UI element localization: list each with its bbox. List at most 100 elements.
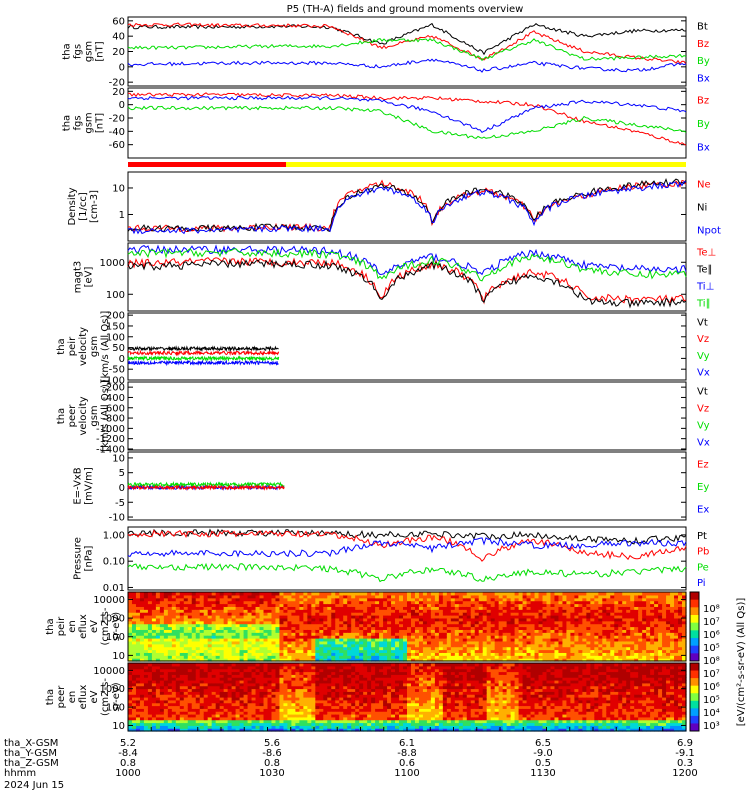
- spectrogram-cell: [179, 609, 185, 613]
- spectrogram-cell: [187, 691, 193, 695]
- spectrogram-cell: [179, 680, 185, 684]
- spectrogram-cell: [331, 665, 336, 670]
- spectrogram-cell: [271, 685, 277, 690]
- spectrogram-cell: [128, 632, 133, 636]
- spectrogram-cell: [231, 629, 237, 633]
- spectrogram-cell: [566, 652, 572, 656]
- spectrogram-cell: [151, 617, 157, 622]
- spectrogram-cell: [383, 623, 388, 628]
- spectrogram-cell: [235, 702, 241, 707]
- spectrogram-cell: [375, 643, 380, 648]
- spectrogram-cell: [203, 705, 209, 709]
- spectrogram-cell: [367, 606, 372, 610]
- spectrogram-cell: [470, 626, 476, 630]
- spectrogram-cell: [307, 643, 312, 648]
- spectrogram-cell: [594, 658, 599, 662]
- spectrogram-cell: [570, 629, 575, 633]
- spectrogram-cell: [434, 652, 440, 656]
- spectrogram-cell: [163, 714, 169, 718]
- spectrogram-cell: [287, 629, 293, 633]
- spectrogram-cell: [434, 609, 440, 613]
- y-tick-label: -200: [102, 383, 125, 394]
- spectrogram-cell: [666, 635, 671, 639]
- spectrogram-cell: [223, 682, 229, 687]
- spectrogram-cell: [494, 638, 500, 642]
- spectrogram-cell: [430, 620, 436, 625]
- spectrogram-cell: [179, 699, 185, 704]
- spectrogram-cell: [319, 635, 324, 639]
- spectrogram-cell: [319, 702, 324, 707]
- spectrogram-cell: [231, 725, 237, 729]
- spectrogram-cell: [215, 603, 221, 607]
- spectrogram-cell: [335, 623, 340, 628]
- spectrogram-cell: [438, 629, 444, 633]
- spectrogram-cell: [131, 674, 137, 678]
- spectrogram-cell: [255, 658, 261, 662]
- spectrogram-cell: [590, 612, 595, 616]
- spectrogram-cell: [546, 597, 552, 602]
- spectrogram-cell: [546, 594, 552, 599]
- spectrogram-cell: [534, 629, 540, 633]
- spectrogram-cell: [351, 728, 356, 732]
- spectrogram-cell: [602, 597, 607, 602]
- spectrogram-cell: [255, 620, 261, 625]
- spectrogram-cell: [494, 629, 500, 633]
- spectrogram-cell: [438, 652, 444, 656]
- spectrogram-cell: [139, 688, 145, 692]
- spectrogram-cell: [219, 671, 225, 675]
- spectrogram-cell: [135, 702, 141, 707]
- spectrogram-cell: [466, 655, 472, 659]
- spectrogram-cell: [128, 606, 133, 610]
- spectrogram-cell: [347, 606, 352, 610]
- spectrogram-cell: [195, 612, 201, 616]
- spectrogram-cell: [255, 663, 261, 667]
- spectrogram-cell: [323, 719, 328, 724]
- spectrogram-cell: [327, 655, 332, 659]
- spectrogram-cell: [227, 665, 233, 670]
- spectrogram-cell: [570, 623, 575, 628]
- spectrogram-cell: [263, 646, 269, 651]
- spectrogram-cell: [195, 617, 201, 622]
- spectrogram-cell: [283, 694, 289, 698]
- spectrogram-cell: [514, 658, 520, 662]
- spectrogram-cell: [323, 716, 328, 721]
- y-axis-label: [km/s (All Qs)]: [100, 311, 111, 383]
- spectrogram-cell: [351, 612, 356, 616]
- spectrogram-cell: [534, 646, 540, 651]
- spectrogram-cell: [674, 594, 679, 599]
- spectrogram-cell: [327, 691, 332, 695]
- series-line-Bx: [127, 58, 687, 73]
- spectrogram-cell: [550, 626, 556, 630]
- spectrogram-cell: [263, 680, 269, 684]
- spectrogram-cell: [239, 665, 245, 670]
- spectrogram-cell: [363, 652, 368, 656]
- spectrogram-cell: [682, 612, 687, 616]
- spectrogram-cell: [199, 600, 205, 605]
- spectrogram-cell: [263, 682, 269, 687]
- spectrogram-cell: [379, 597, 384, 602]
- spectrogram-cell: [167, 635, 173, 639]
- spectrogram-cell: [187, 699, 193, 704]
- spectrogram-cell: [211, 699, 217, 704]
- spectrogram-cell: [506, 617, 512, 622]
- spectrogram-cell: [139, 615, 145, 619]
- spectrogram-cell: [618, 597, 623, 602]
- spectrogram-cell: [442, 620, 448, 625]
- spectrogram-cell: [299, 649, 304, 653]
- spectrogram-cell: [662, 594, 667, 599]
- spectrogram-cell: [128, 620, 133, 625]
- spectrogram-cell: [355, 722, 360, 726]
- spectrogram-cell: [522, 626, 528, 630]
- spectrogram-cell: [183, 722, 189, 726]
- spectrogram-cell: [219, 655, 225, 659]
- spectrogram-cell: [418, 606, 424, 610]
- spectrogram-cell: [538, 623, 544, 628]
- spectrogram-cell: [147, 697, 153, 701]
- spectrogram-cell: [283, 626, 289, 630]
- spectrogram-cell: [203, 682, 209, 687]
- spectrogram-cell: [311, 600, 316, 605]
- spectrogram-cell: [502, 606, 508, 610]
- spectrogram-cell: [263, 665, 269, 670]
- spectrogram-cell: [303, 615, 308, 619]
